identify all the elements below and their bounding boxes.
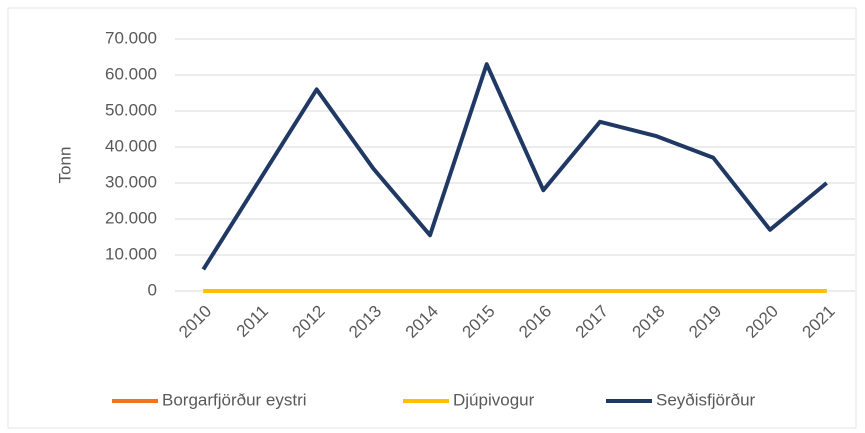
y-tick-label: 30.000 [105,172,157,191]
y-tick-label: 70.000 [105,28,157,47]
y-tick-label: 20.000 [105,208,157,227]
legend-label: Djúpivogur [453,390,535,409]
legend-label: Seyðisfjörður [656,390,756,409]
legend-label: Borgarfjörður eystri [162,390,307,409]
y-tick-label: 10.000 [105,244,157,263]
y-tick-label: 0 [148,280,157,299]
y-axis-title: Tonn [55,147,74,184]
y-tick-label: 50.000 [105,100,157,119]
series-line [201,62,828,271]
y-tick-label: 40.000 [105,136,157,155]
y-tick-label: 60.000 [105,64,157,83]
chart-frame [7,7,857,429]
